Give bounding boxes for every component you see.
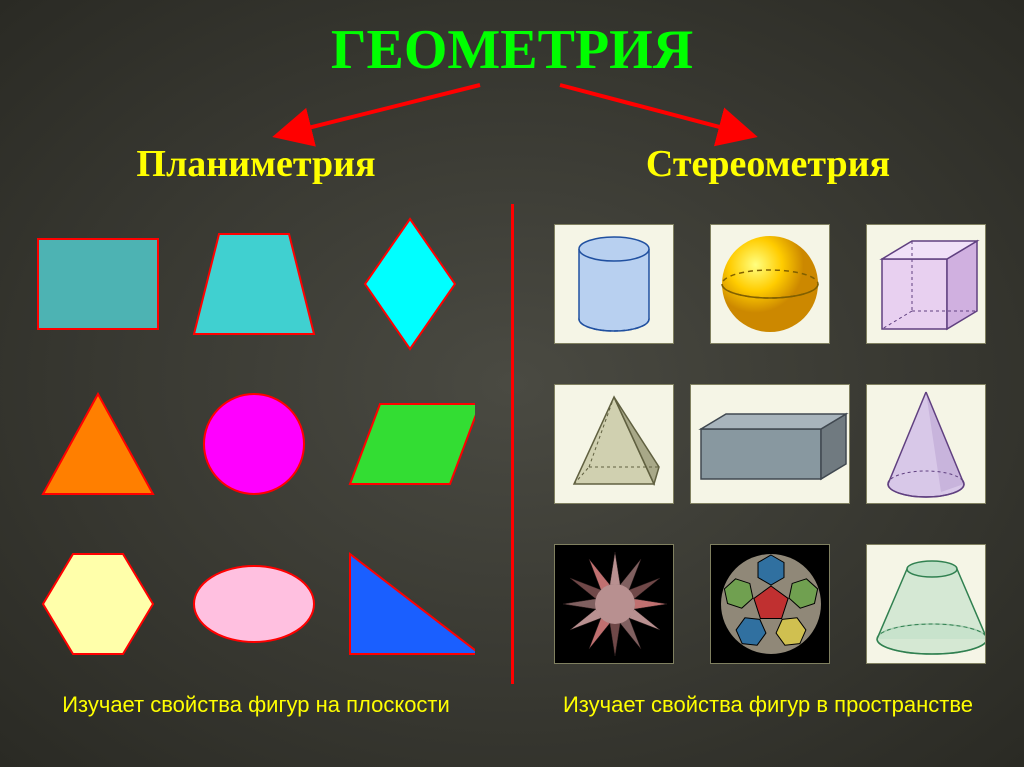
sphere-solid — [715, 229, 825, 339]
hexagon-shape — [38, 549, 158, 659]
rectangle-shape — [33, 234, 163, 334]
branch-arrows — [0, 80, 1024, 150]
flat-shapes-grid — [0, 204, 509, 684]
cuboid-solid — [691, 399, 849, 489]
solid-shapes-grid — [516, 204, 1024, 684]
main-title: ГЕОМЕТРИЯ — [0, 0, 1024, 82]
subtitle-planimetry: Планиметрия — [0, 142, 512, 186]
ellipse-shape — [189, 559, 319, 649]
caption-stereometry: Изучает свойства фигур в пространстве — [512, 692, 1024, 718]
parallelogram-shape — [345, 394, 475, 494]
right-triangle-shape — [345, 549, 475, 659]
vertical-divider — [511, 204, 514, 684]
stellated-solid — [555, 544, 673, 664]
cone-solid — [876, 384, 976, 504]
subtitle-stereometry: Стереометрия — [512, 142, 1024, 186]
triangle-shape — [38, 389, 158, 499]
caption-planimetry: Изучает свойства фигур на плоскости — [0, 692, 512, 718]
rhombus-shape — [360, 214, 460, 354]
frustum-solid — [867, 549, 985, 659]
cube-solid — [867, 229, 985, 339]
cylinder-solid — [564, 229, 664, 339]
pyramid-solid — [559, 389, 669, 499]
truncated-icosahedron-solid — [711, 544, 829, 664]
trapezoid-shape — [189, 229, 319, 339]
circle-shape — [199, 389, 309, 499]
